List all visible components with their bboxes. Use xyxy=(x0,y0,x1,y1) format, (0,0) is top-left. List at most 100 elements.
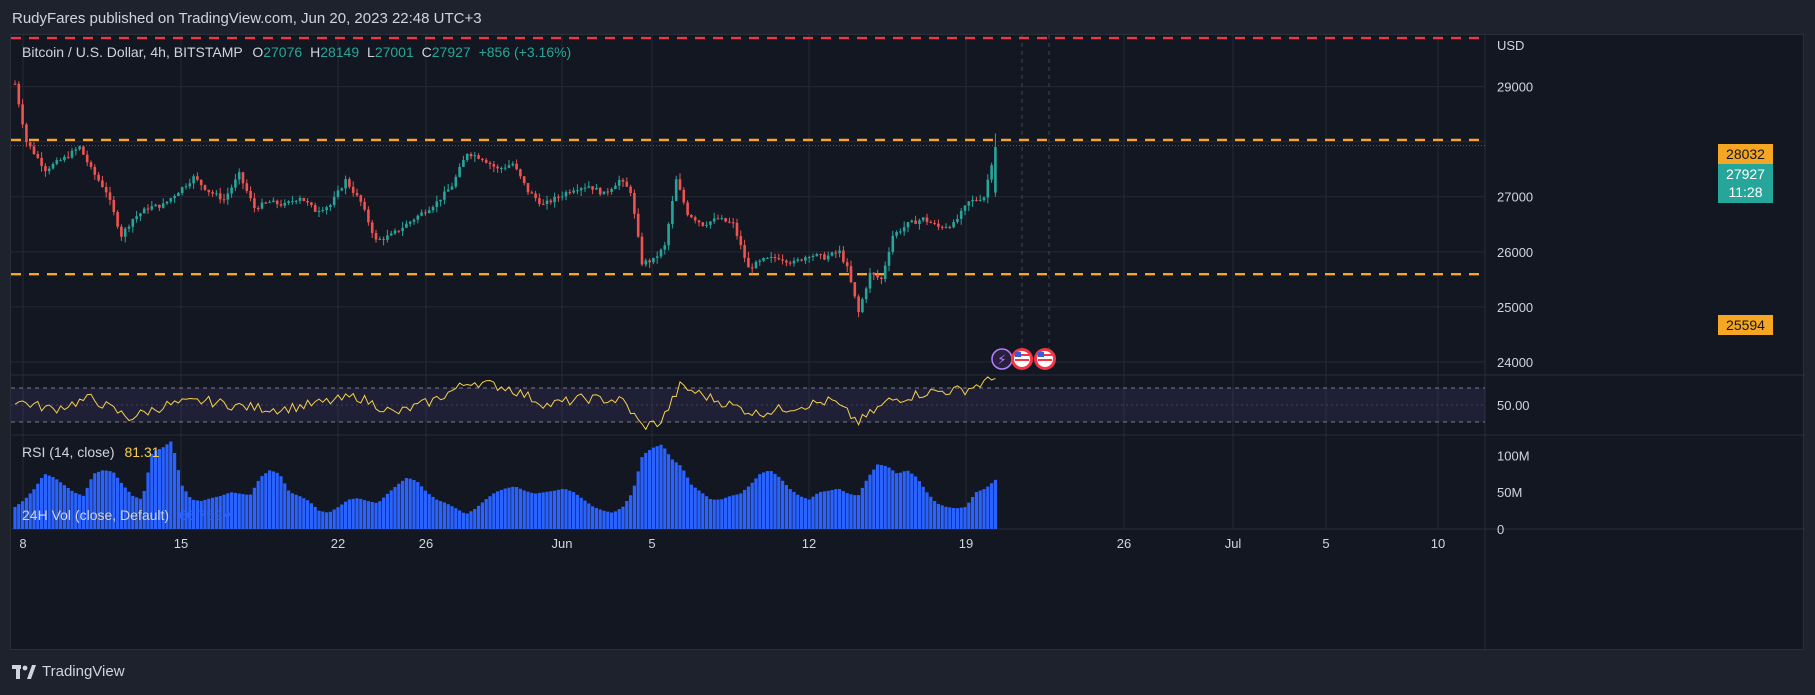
candle-body-174 xyxy=(674,179,678,202)
volume-bar-223 xyxy=(860,487,864,529)
candle-body-157 xyxy=(610,188,613,192)
rsi-label[interactable]: RSI (14, close) xyxy=(22,444,115,460)
volume-bar-125 xyxy=(488,496,492,529)
volume-bar-16 xyxy=(74,492,78,529)
volume-bar-73 xyxy=(290,493,294,529)
volume-bar-193 xyxy=(746,486,750,529)
candle-body-239 xyxy=(921,217,925,221)
volume-bar-124 xyxy=(484,499,488,529)
candle-body-158 xyxy=(614,185,617,189)
candle-body-248 xyxy=(956,218,959,222)
volume-bar-65 xyxy=(260,476,264,529)
us-flag-stripe-a-0 xyxy=(1015,354,1029,356)
volume-bar-63 xyxy=(252,487,256,529)
volume-bar-25 xyxy=(108,471,112,529)
volume-bar-179 xyxy=(693,487,697,529)
low-value: 27001 xyxy=(374,44,414,60)
candle-body-6 xyxy=(36,153,40,158)
volume-bar-146 xyxy=(568,490,572,529)
volume-bar-212 xyxy=(819,491,823,529)
candle-body-28 xyxy=(120,226,123,237)
candle-body-107 xyxy=(420,212,423,216)
candle-body-40 xyxy=(165,201,169,204)
volume-bar-95 xyxy=(374,502,378,529)
candle-body-20 xyxy=(89,162,93,167)
candle-body-106 xyxy=(416,215,420,220)
volume-bar-104 xyxy=(408,478,412,529)
volume-bar-77 xyxy=(306,500,310,529)
chart-canvas[interactable]: USD 29000 27000 26000 25000 24000 50.00 100M 50M… xyxy=(11,35,1805,651)
volume-bar-219 xyxy=(845,493,849,529)
rsi-pane xyxy=(11,376,1485,431)
symbol-label[interactable]: Bitcoin / U.S. Dollar, 4h, BITSTAMP xyxy=(22,44,243,60)
volume-bar-235 xyxy=(906,470,910,529)
candle-body-68 xyxy=(272,200,275,203)
volume-bar-133 xyxy=(518,488,522,529)
volume-label[interactable]: 24H Vol (close, Default) xyxy=(22,507,170,523)
candle-body-127 xyxy=(496,166,499,169)
volume-axis-label-2: 0 xyxy=(1497,522,1504,537)
volume-bar-17 xyxy=(78,494,82,529)
candle-body-115 xyxy=(450,186,454,190)
time-tick-11: 10 xyxy=(1431,536,1445,551)
volume-bar-96 xyxy=(378,501,382,529)
chart-panel[interactable]: USD 29000 27000 26000 25000 24000 50.00 100M 50M… xyxy=(10,34,1805,651)
volume-bar-207 xyxy=(800,496,804,529)
volume-bar-227 xyxy=(876,464,880,529)
candle-body-203 xyxy=(785,260,788,263)
tradingview-brand[interactable]: TradingView xyxy=(12,663,125,680)
candle-body-228 xyxy=(880,277,883,280)
candle-body-57 xyxy=(230,187,233,194)
volume-bar-26 xyxy=(112,472,116,529)
candle-body-162 xyxy=(629,186,632,194)
candle-body-42 xyxy=(173,196,176,199)
candle-body-24 xyxy=(104,187,108,193)
candle-body-94 xyxy=(370,222,374,234)
volume-bar-182 xyxy=(705,496,709,529)
candle-body-105 xyxy=(412,219,416,222)
candle-body-208 xyxy=(804,257,807,261)
candle-body-14 xyxy=(66,156,70,158)
candle-body-75 xyxy=(298,197,302,201)
bolt-glyph: ⚡ xyxy=(997,353,1006,368)
candle-body-241 xyxy=(929,221,933,223)
candle-body-89 xyxy=(351,186,355,193)
candle-body-172 xyxy=(667,223,670,246)
volume-bar-236 xyxy=(910,473,914,529)
candle-body-147 xyxy=(572,190,575,193)
volume-value: 66.759M xyxy=(178,507,234,523)
volume-bar-123 xyxy=(480,502,484,529)
volume-bar-232 xyxy=(895,473,899,529)
candle-body-214 xyxy=(826,255,830,260)
candle-body-136 xyxy=(530,192,534,194)
candle-body-96 xyxy=(378,238,382,240)
volume-bar-80 xyxy=(317,510,321,529)
candle-body-230 xyxy=(887,251,891,266)
candle-body-117 xyxy=(458,166,461,177)
candle-body-60 xyxy=(241,172,245,184)
candle-body-207 xyxy=(800,259,803,261)
volume-bar-60 xyxy=(241,494,245,529)
candle-body-189 xyxy=(731,222,735,224)
candle-body-2 xyxy=(21,104,24,125)
candle-body-133 xyxy=(519,169,522,177)
volume-bar-5 xyxy=(32,489,36,529)
volume-bar-1 xyxy=(17,504,21,529)
volume-bar-54 xyxy=(218,496,222,529)
candle-body-33 xyxy=(139,213,142,217)
volume-bar-61 xyxy=(245,494,249,529)
volume-bar-10 xyxy=(51,477,55,529)
candle-body-16 xyxy=(74,149,78,151)
volume-bar-217 xyxy=(838,489,842,529)
us-flag-stripe-b-1 xyxy=(1038,359,1052,361)
volume-bar-41 xyxy=(169,441,173,529)
volume-bar-176 xyxy=(682,470,686,529)
volume-bar-35 xyxy=(146,472,150,529)
candle-body-43 xyxy=(177,193,180,197)
candle-body-46 xyxy=(188,183,192,187)
candle-body-166 xyxy=(644,260,648,265)
volume-bar-238 xyxy=(917,481,921,529)
volume-bar-0 xyxy=(13,506,17,529)
volume-axis-label-1: 50M xyxy=(1497,485,1522,500)
volume-pane xyxy=(13,441,997,529)
